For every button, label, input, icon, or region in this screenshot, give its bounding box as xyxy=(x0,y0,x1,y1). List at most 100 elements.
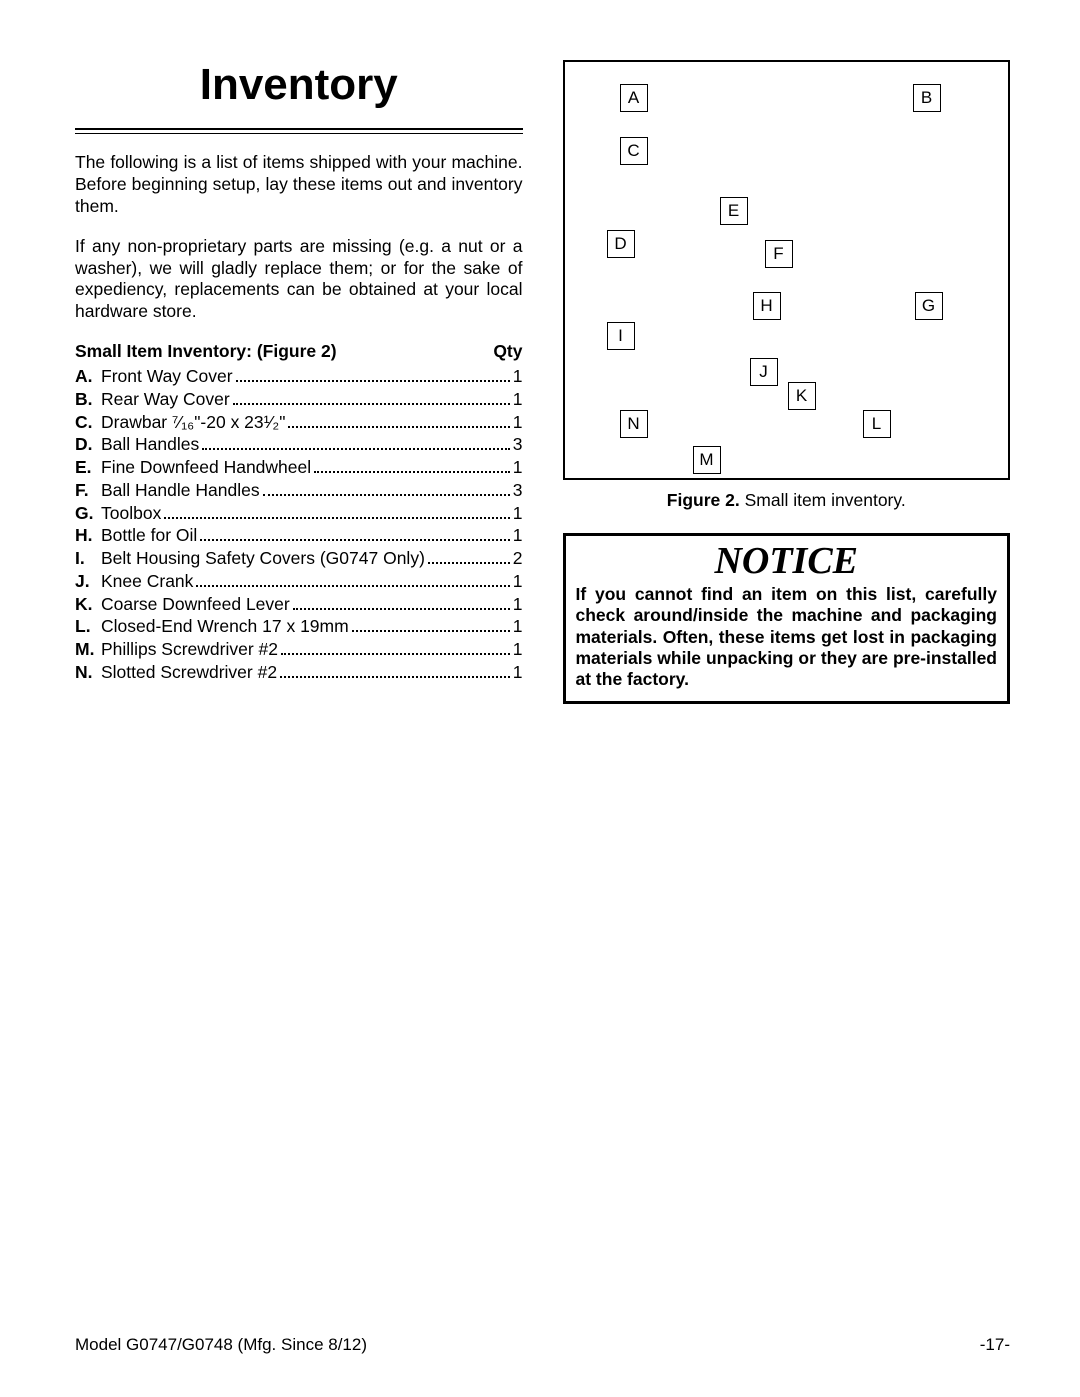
inventory-row-dots xyxy=(293,608,510,610)
inventory-row-letter: N. xyxy=(75,661,101,684)
inventory-row-letter: J. xyxy=(75,570,101,593)
inventory-row-desc-wrap: Knee Crank1 xyxy=(101,570,523,593)
inventory-row-desc-wrap: Front Way Cover1 xyxy=(101,365,523,388)
inventory-row-letter: A. xyxy=(75,365,101,388)
figure-label-k: K xyxy=(788,382,816,410)
inventory-row: H.Bottle for Oil1 xyxy=(75,524,523,547)
figure-label-d: D xyxy=(607,230,635,258)
inventory-row-dots xyxy=(281,653,510,655)
inventory-row-qty: 2 xyxy=(513,547,523,570)
inventory-row-desc: Knee Crank xyxy=(101,570,193,593)
inventory-row: A.Front Way Cover1 xyxy=(75,365,523,388)
figure-label-h: H xyxy=(753,292,781,320)
inventory-row-qty: 1 xyxy=(513,388,523,411)
inventory-row-letter: E. xyxy=(75,456,101,479)
inventory-row: K.Coarse Downfeed Lever1 xyxy=(75,593,523,616)
inventory-row-letter: F. xyxy=(75,479,101,502)
inventory-row: B.Rear Way Cover1 xyxy=(75,388,523,411)
notice-title: NOTICE xyxy=(566,536,1008,584)
inventory-row-qty: 1 xyxy=(513,638,523,661)
figure-diagram-box: ABCEDFHGIJKNLM xyxy=(563,60,1011,480)
figure-label-l: L xyxy=(863,410,891,438)
intro-paragraph-1: The following is a list of items shipped… xyxy=(75,152,523,218)
inventory-header-left: Small Item Inventory: (Figure 2) xyxy=(75,341,337,362)
inventory-row-qty: 1 xyxy=(513,411,523,434)
inventory-row-desc-wrap: Phillips Screwdriver #2 1 xyxy=(101,638,523,661)
inventory-list-header: Small Item Inventory: (Figure 2) Qty xyxy=(75,341,523,362)
figure-label-g: G xyxy=(915,292,943,320)
inventory-row-qty: 1 xyxy=(513,593,523,616)
figure-caption: Figure 2. Small item inventory. xyxy=(563,490,1011,511)
inventory-row-desc-wrap: Ball Handles3 xyxy=(101,433,523,456)
inventory-row-desc: Fine Downfeed Handwheel xyxy=(101,456,311,479)
inventory-row-dots xyxy=(236,380,510,382)
figure-caption-bold: Figure 2. xyxy=(667,490,740,510)
section-title: Inventory xyxy=(75,60,523,110)
inventory-row-qty: 1 xyxy=(513,456,523,479)
inventory-row-dots xyxy=(352,630,510,632)
inventory-row-desc: Belt Housing Safety Covers (G0747 Only) xyxy=(101,547,425,570)
inventory-list: A.Front Way Cover1B.Rear Way Cover1C.Dra… xyxy=(75,365,523,684)
inventory-row-letter: B. xyxy=(75,388,101,411)
inventory-row-desc: Front Way Cover xyxy=(101,365,233,388)
inventory-row-dots xyxy=(200,539,509,541)
inventory-row-desc-wrap: Belt Housing Safety Covers (G0747 Only) 2 xyxy=(101,547,523,570)
inventory-row-dots xyxy=(202,448,510,450)
inventory-row-desc-wrap: Fine Downfeed Handwheel 1 xyxy=(101,456,523,479)
inventory-row-desc: Ball Handles xyxy=(101,433,199,456)
inventory-row-letter: C. xyxy=(75,411,101,434)
inventory-row-desc: Phillips Screwdriver #2 xyxy=(101,638,278,661)
inventory-row-desc-wrap: Coarse Downfeed Lever 1 xyxy=(101,593,523,616)
figure-label-n: N xyxy=(620,410,648,438)
inventory-row-dots xyxy=(233,403,510,405)
title-rule-thin xyxy=(75,133,523,134)
inventory-row-qty: 1 xyxy=(513,661,523,684)
inventory-row-dots xyxy=(196,585,509,587)
right-column: ABCEDFHGIJKNLM Figure 2. Small item inve… xyxy=(563,60,1011,704)
inventory-row: I.Belt Housing Safety Covers (G0747 Only… xyxy=(75,547,523,570)
inventory-row-desc: Bottle for Oil xyxy=(101,524,197,547)
inventory-row-letter: L. xyxy=(75,615,101,638)
inventory-row: N.Slotted Screwdriver #21 xyxy=(75,661,523,684)
figure-label-c: C xyxy=(620,137,648,165)
inventory-row: J.Knee Crank1 xyxy=(75,570,523,593)
inventory-header-right: Qty xyxy=(493,341,522,362)
figure-label-i: I xyxy=(607,322,635,350)
inventory-row-desc-wrap: Toolbox1 xyxy=(101,502,523,525)
notice-body: If you cannot find an item on this list,… xyxy=(566,584,1008,701)
left-column: Inventory The following is a list of ite… xyxy=(75,60,523,704)
title-rule-thick xyxy=(75,128,523,130)
inventory-row-letter: G. xyxy=(75,502,101,525)
figure-label-a: A xyxy=(620,84,648,112)
inventory-row-letter: I. xyxy=(75,547,101,570)
inventory-row-qty: 3 xyxy=(513,479,523,502)
inventory-row-desc-wrap: Rear Way Cover1 xyxy=(101,388,523,411)
figure-caption-rest: Small item inventory. xyxy=(740,490,906,510)
inventory-row-qty: 1 xyxy=(513,615,523,638)
inventory-row-desc-wrap: Bottle for Oil1 xyxy=(101,524,523,547)
section-title-wrap: Inventory xyxy=(75,60,523,110)
inventory-row-desc: Coarse Downfeed Lever xyxy=(101,593,290,616)
inventory-row-desc-wrap: Closed-End Wrench 17 x 19mm 1 xyxy=(101,615,523,638)
inventory-row-dots xyxy=(314,471,510,473)
inventory-row-dots xyxy=(263,494,510,496)
figure-label-m: M xyxy=(693,446,721,474)
notice-box: NOTICE If you cannot find an item on thi… xyxy=(563,533,1011,704)
page-content: Inventory The following is a list of ite… xyxy=(75,60,1010,704)
figure-label-f: F xyxy=(765,240,793,268)
figure-label-j: J xyxy=(750,358,778,386)
inventory-row-dots xyxy=(164,517,509,519)
inventory-row-dots xyxy=(288,426,509,428)
inventory-row: G.Toolbox1 xyxy=(75,502,523,525)
inventory-row: E.Fine Downfeed Handwheel 1 xyxy=(75,456,523,479)
figure-label-e: E xyxy=(720,197,748,225)
inventory-row-desc-wrap: Ball Handle Handles3 xyxy=(101,479,523,502)
inventory-row-letter: M. xyxy=(75,638,101,661)
inventory-row-desc-wrap: Slotted Screwdriver #21 xyxy=(101,661,523,684)
inventory-row-desc: Closed-End Wrench 17 x 19mm xyxy=(101,615,349,638)
inventory-row-desc: Drawbar ⁷⁄₁₆"-20 x 23¹⁄₂" xyxy=(101,411,285,434)
inventory-row-letter: H. xyxy=(75,524,101,547)
inventory-row: F.Ball Handle Handles3 xyxy=(75,479,523,502)
inventory-row: D.Ball Handles3 xyxy=(75,433,523,456)
inventory-row: L.Closed-End Wrench 17 x 19mm 1 xyxy=(75,615,523,638)
